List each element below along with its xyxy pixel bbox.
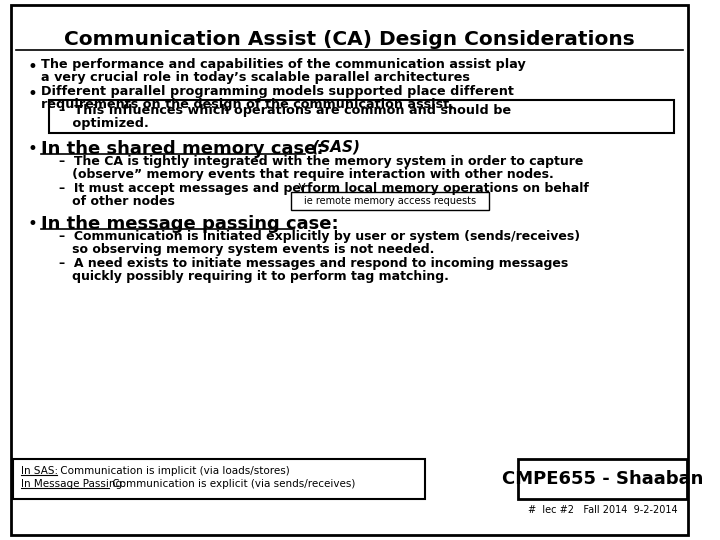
Text: The performance and capabilities of the communication assist play: The performance and capabilities of the …	[41, 58, 526, 71]
Text: optimized.: optimized.	[59, 117, 148, 130]
FancyBboxPatch shape	[11, 5, 688, 535]
FancyBboxPatch shape	[292, 192, 489, 210]
FancyBboxPatch shape	[13, 459, 425, 499]
Text: •: •	[27, 215, 37, 233]
Text: a very crucial role in today’s scalable parallel architectures: a very crucial role in today’s scalable …	[41, 71, 469, 84]
Text: In SAS:: In SAS:	[21, 466, 58, 476]
Text: (SAS): (SAS)	[307, 140, 360, 155]
Text: In the shared memory case:: In the shared memory case:	[41, 140, 323, 158]
Text: –  Communication is initiated explicitly by user or system (sends/receives): – Communication is initiated explicitly …	[59, 230, 580, 243]
Text: Communication Assist (CA) Design Considerations: Communication Assist (CA) Design Conside…	[64, 30, 635, 49]
Text: –  The CA is tightly integrated with the memory system in order to capture: – The CA is tightly integrated with the …	[59, 155, 583, 168]
Text: In the message passing case:: In the message passing case:	[41, 215, 338, 233]
Text: quickly possibly requiring it to perform tag matching.: quickly possibly requiring it to perform…	[59, 270, 449, 283]
Text: ie remote memory access requests: ie remote memory access requests	[304, 196, 476, 206]
FancyBboxPatch shape	[49, 100, 674, 133]
Text: CMPE655 - Shaaban: CMPE655 - Shaaban	[502, 470, 703, 488]
Text: (observe” memory events that require interaction with other nodes.: (observe” memory events that require int…	[59, 168, 554, 181]
Text: #  lec #2   Fall 2014  9-2-2014: # lec #2 Fall 2014 9-2-2014	[528, 505, 678, 515]
Text: Communication is explicit (via sends/receives): Communication is explicit (via sends/rec…	[109, 479, 356, 489]
Text: –  It must accept messages and perform local memory operations on behalf: – It must accept messages and perform lo…	[59, 182, 589, 195]
Text: Communication is implicit (via loads/stores): Communication is implicit (via loads/sto…	[57, 466, 289, 476]
Text: •: •	[27, 140, 37, 158]
Text: In Message Passing:: In Message Passing:	[21, 479, 125, 489]
Text: of other nodes: of other nodes	[59, 195, 175, 208]
Text: •: •	[27, 85, 37, 103]
Text: Different parallel programming models supported place different: Different parallel programming models su…	[41, 85, 513, 98]
FancyBboxPatch shape	[518, 459, 687, 499]
Text: so observing memory system events is not needed.: so observing memory system events is not…	[59, 243, 434, 256]
Text: –  This influences which operations are common and should be: – This influences which operations are c…	[59, 104, 511, 117]
Text: requirements on the design of the communication assist.: requirements on the design of the commun…	[41, 98, 454, 111]
Text: •: •	[27, 58, 37, 76]
Text: –  A need exists to initiate messages and respond to incoming messages: – A need exists to initiate messages and…	[59, 257, 568, 270]
